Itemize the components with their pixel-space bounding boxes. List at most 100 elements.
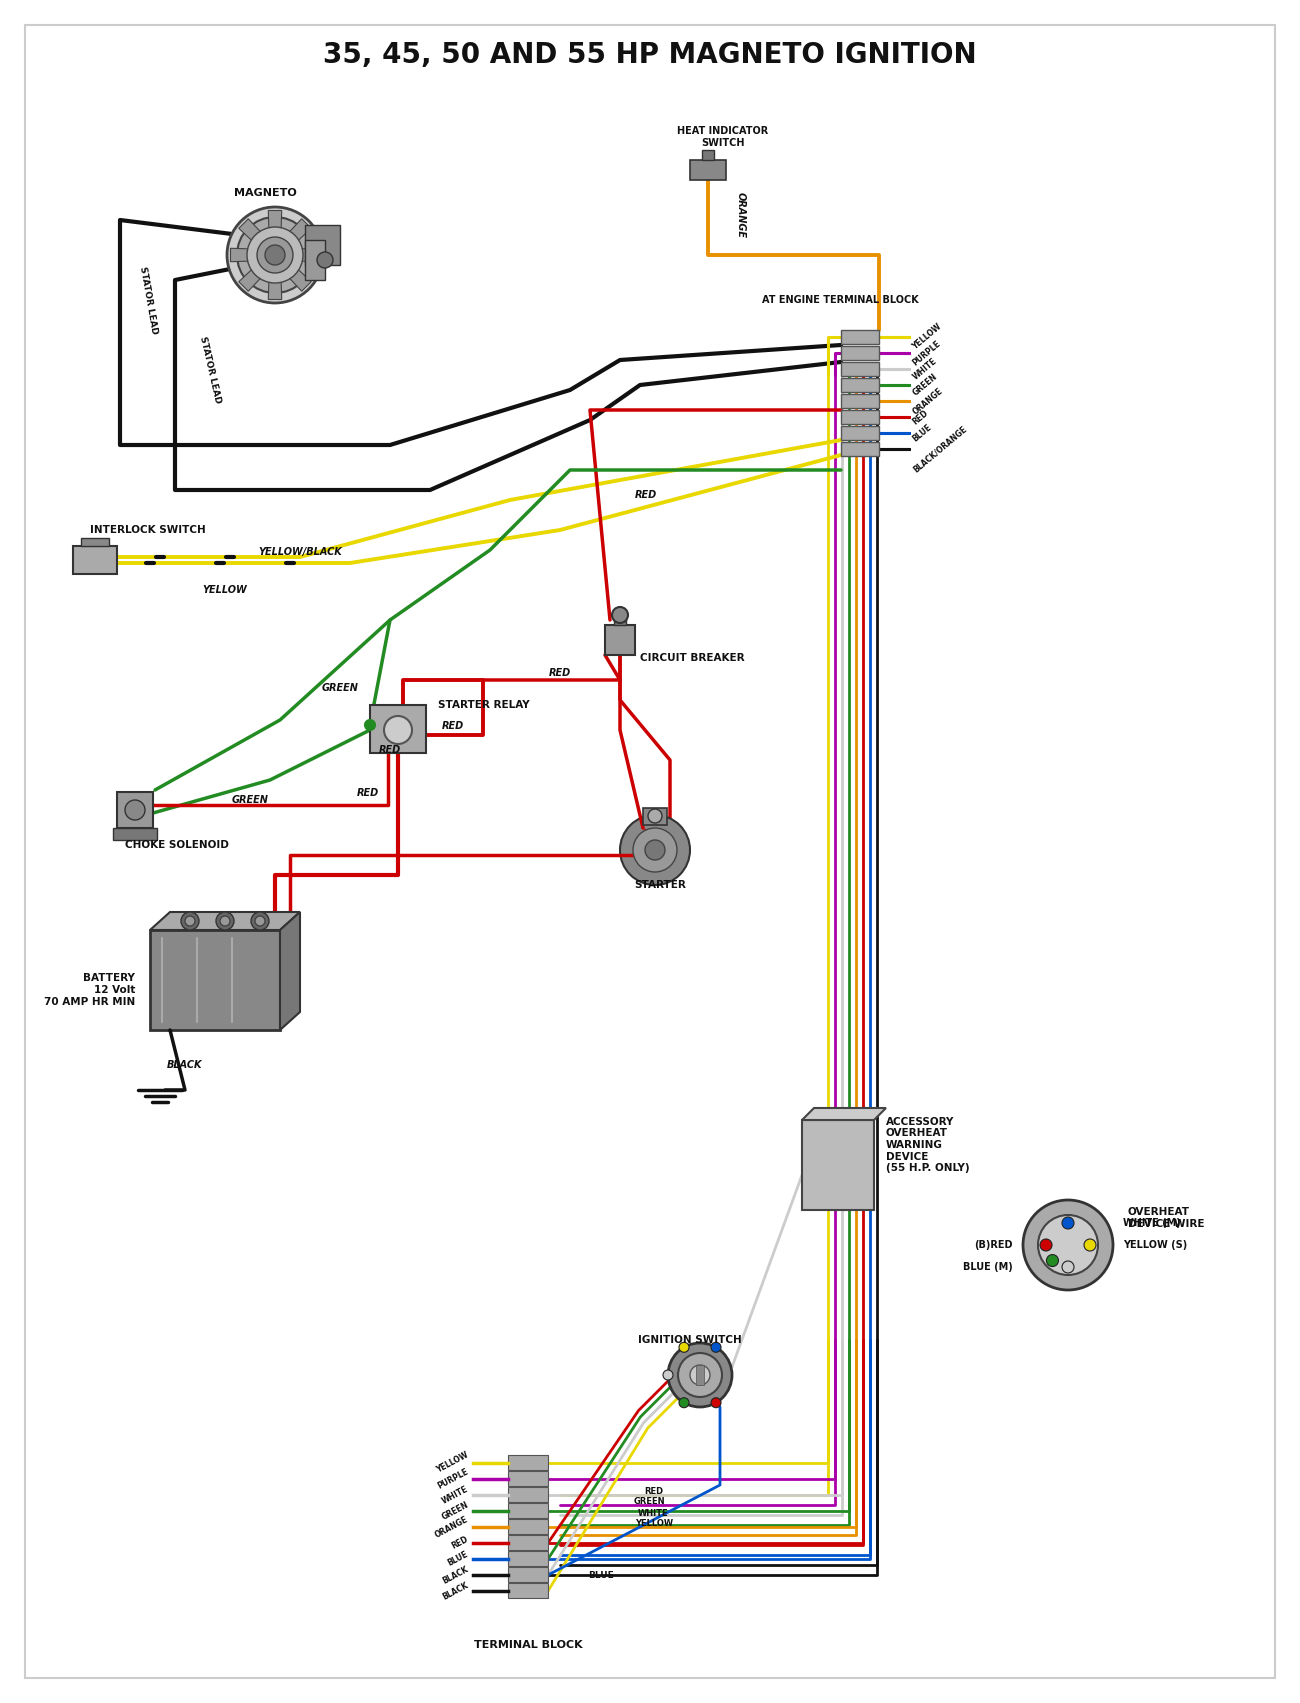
Circle shape — [711, 1342, 722, 1352]
Bar — [508, 1487, 549, 1502]
Bar — [696, 1366, 705, 1385]
Text: BLACK: BLACK — [168, 1059, 203, 1069]
Text: RED: RED — [634, 490, 658, 501]
Text: YELLOW: YELLOW — [436, 1451, 471, 1475]
Text: YELLOW (S): YELLOW (S) — [1123, 1240, 1187, 1250]
Bar — [306, 240, 325, 279]
Text: BLUE: BLUE — [911, 422, 933, 443]
Text: 35, 45, 50 AND 55 HP MAGNETO IGNITION: 35, 45, 50 AND 55 HP MAGNETO IGNITION — [324, 41, 976, 70]
Circle shape — [125, 800, 146, 821]
Text: WHITE: WHITE — [911, 356, 939, 381]
Bar — [841, 378, 879, 392]
Text: BLUE: BLUE — [588, 1570, 614, 1579]
Circle shape — [216, 913, 234, 930]
Bar — [508, 1534, 549, 1550]
Circle shape — [257, 237, 292, 272]
Circle shape — [220, 916, 230, 926]
Polygon shape — [280, 913, 300, 1030]
Text: RED: RED — [645, 1487, 663, 1495]
Bar — [81, 538, 109, 547]
Circle shape — [679, 1398, 689, 1408]
Text: GREEN: GREEN — [321, 683, 359, 693]
Bar — [508, 1567, 549, 1582]
Text: PURPLE: PURPLE — [436, 1466, 471, 1490]
Text: ACCESSORY
OVERHEAT
WARNING
DEVICE
(55 H.P. ONLY): ACCESSORY OVERHEAT WARNING DEVICE (55 H.… — [887, 1117, 970, 1173]
Text: WHITE: WHITE — [441, 1485, 471, 1505]
Text: (B)RED: (B)RED — [975, 1240, 1013, 1250]
Text: IGNITION SWITCH: IGNITION SWITCH — [638, 1335, 742, 1345]
Circle shape — [317, 252, 333, 267]
Circle shape — [679, 1342, 689, 1352]
Bar — [508, 1584, 549, 1597]
Bar — [604, 625, 634, 656]
Text: BATTERY
12 Volt
70 AMP HR MIN: BATTERY 12 Volt 70 AMP HR MIN — [44, 974, 135, 1006]
Text: GREEN: GREEN — [911, 373, 939, 399]
Text: RED: RED — [911, 409, 931, 426]
Bar — [644, 807, 667, 824]
Circle shape — [690, 1366, 710, 1385]
Bar — [73, 547, 117, 574]
Text: ORANGE: ORANGE — [434, 1514, 471, 1540]
Circle shape — [1023, 1201, 1113, 1289]
Text: WHITE: WHITE — [638, 1509, 668, 1517]
Bar — [508, 1504, 549, 1517]
Text: RED: RED — [378, 744, 402, 754]
Bar — [841, 393, 879, 409]
Text: ORANGE: ORANGE — [736, 192, 746, 238]
Text: STARTER RELAY: STARTER RELAY — [438, 700, 529, 710]
Text: MAGNETO: MAGNETO — [234, 187, 296, 198]
Bar — [306, 225, 341, 266]
Text: CHOKE SOLENOID: CHOKE SOLENOID — [125, 840, 229, 850]
Polygon shape — [802, 1109, 887, 1121]
Text: WHITE (M): WHITE (M) — [1123, 1218, 1180, 1228]
Circle shape — [1084, 1240, 1096, 1252]
Text: RED: RED — [358, 788, 380, 799]
Text: OVERHEAT
DEVICE WIRE: OVERHEAT DEVICE WIRE — [1128, 1207, 1205, 1230]
Text: TERMINAL BLOCK: TERMINAL BLOCK — [473, 1640, 582, 1650]
Text: GREEN: GREEN — [441, 1500, 471, 1522]
Bar — [150, 930, 280, 1030]
Circle shape — [620, 816, 690, 886]
Bar — [841, 443, 879, 456]
Bar — [614, 615, 627, 625]
Polygon shape — [150, 913, 300, 930]
Bar — [841, 410, 879, 424]
Circle shape — [663, 1369, 673, 1379]
Bar — [508, 1454, 549, 1470]
Text: STARTER: STARTER — [634, 880, 686, 891]
Circle shape — [1046, 1255, 1058, 1267]
Circle shape — [1062, 1260, 1074, 1274]
Polygon shape — [239, 264, 265, 291]
Text: BLACK: BLACK — [441, 1580, 471, 1601]
Bar — [702, 150, 714, 160]
Polygon shape — [285, 264, 311, 291]
Circle shape — [645, 840, 666, 860]
Text: GREEN: GREEN — [231, 795, 268, 806]
Text: STATOR LEAD: STATOR LEAD — [198, 335, 222, 404]
Text: BLUE (M): BLUE (M) — [963, 1262, 1013, 1272]
Circle shape — [679, 1352, 722, 1396]
Circle shape — [668, 1344, 732, 1407]
Circle shape — [247, 226, 303, 283]
Polygon shape — [230, 249, 256, 262]
Polygon shape — [268, 211, 282, 237]
Text: PURPLE: PURPLE — [911, 339, 942, 368]
Bar — [841, 426, 879, 439]
Circle shape — [384, 715, 412, 744]
Polygon shape — [268, 274, 282, 300]
Text: RED: RED — [442, 720, 464, 731]
Circle shape — [251, 913, 269, 930]
Text: ORANGE: ORANGE — [911, 387, 945, 416]
Bar — [508, 1519, 549, 1534]
Text: RED: RED — [549, 668, 571, 678]
Bar — [113, 828, 157, 840]
Text: GREEN: GREEN — [633, 1497, 666, 1507]
Circle shape — [1040, 1240, 1052, 1252]
Bar — [117, 792, 153, 828]
Text: INTERLOCK SWITCH: INTERLOCK SWITCH — [90, 525, 205, 535]
Circle shape — [181, 913, 199, 930]
Text: BLACK/ORANGE: BLACK/ORANGE — [911, 424, 968, 473]
Circle shape — [255, 916, 265, 926]
Text: YELLOW: YELLOW — [203, 586, 247, 594]
Polygon shape — [239, 218, 265, 245]
